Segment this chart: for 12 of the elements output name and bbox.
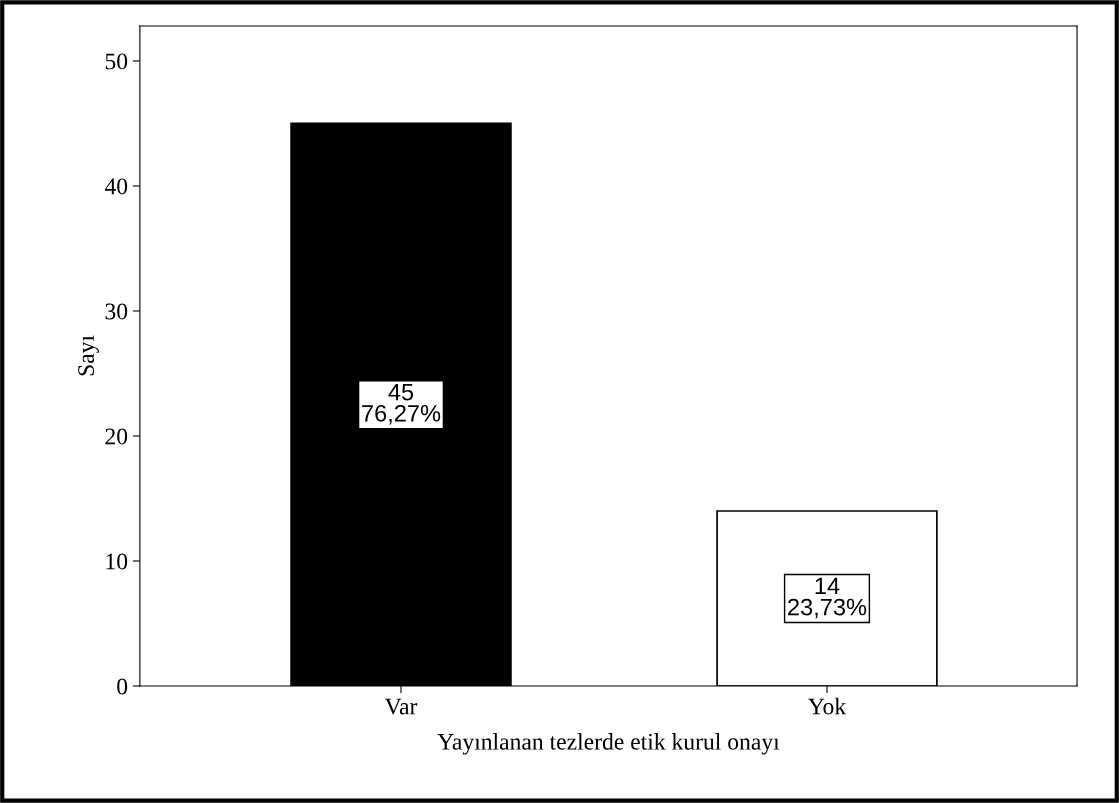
data-label: 14 23,73% [788, 577, 867, 619]
x-tick-label: Yok [808, 697, 847, 715]
y-tick-label: 10 [106, 553, 128, 570]
x-axis-title: Yayınlanan tezlerde etik kurul onayı [437, 733, 780, 755]
y-tick-label: 40 [104, 178, 128, 195]
y-axis-title: Sayı [78, 335, 99, 376]
data-label: 45 76,27% [362, 384, 441, 425]
y-tick-label: 20 [105, 428, 128, 445]
y-tick-label: 30 [105, 303, 128, 320]
x-tick-label: Var [384, 698, 418, 715]
y-tick-label: 50 [105, 53, 128, 70]
y-tick-label: 0 [117, 678, 128, 695]
